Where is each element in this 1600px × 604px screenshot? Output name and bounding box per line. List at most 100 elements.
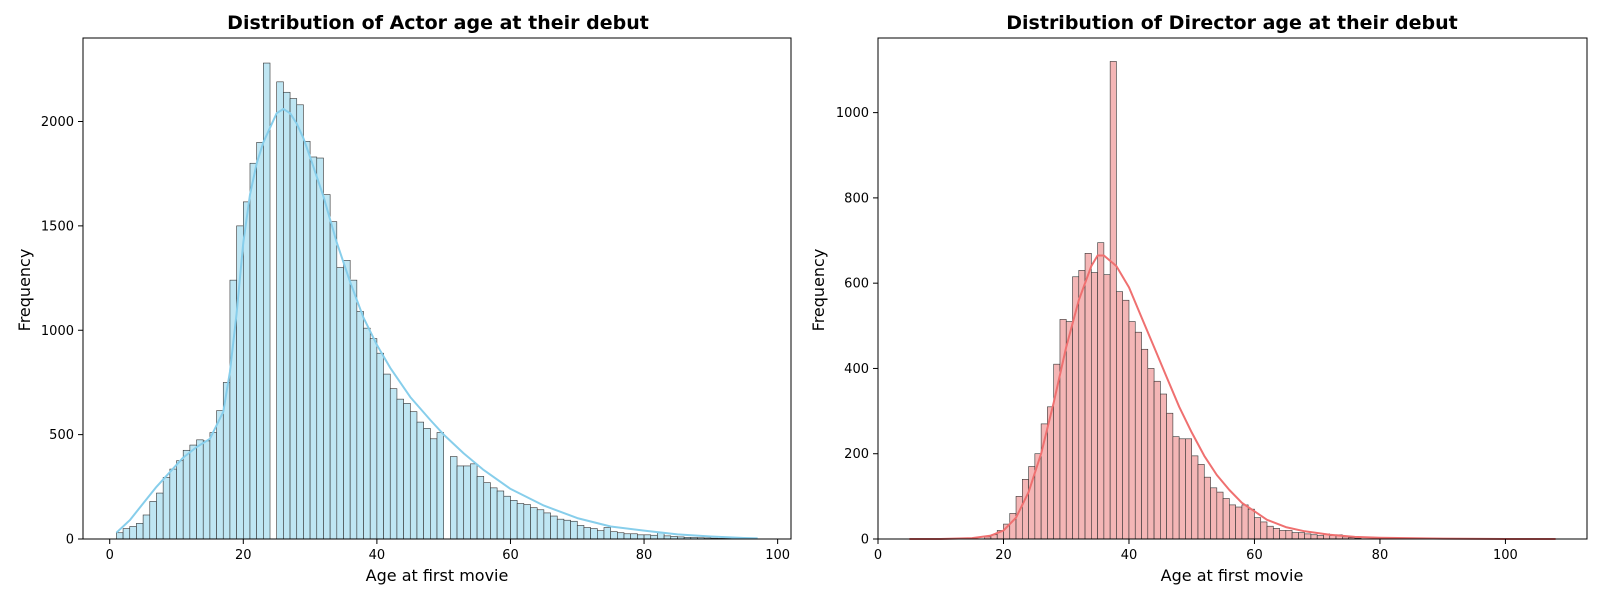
histogram-bar xyxy=(457,466,464,539)
x-axis-label: Age at first movie xyxy=(366,566,509,585)
histogram-bar xyxy=(537,510,544,539)
histogram-bar xyxy=(377,353,384,539)
histogram-bar xyxy=(1286,530,1292,539)
kde-line xyxy=(909,256,1555,540)
x-tick-label: 60 xyxy=(1246,548,1263,563)
histogram-bar xyxy=(450,457,457,539)
histogram-bar xyxy=(651,535,658,539)
histogram-bar xyxy=(183,450,190,539)
histogram-bar xyxy=(510,500,517,539)
bars-layer xyxy=(116,63,757,539)
director-age-chart: Distribution of Director age at their de… xyxy=(809,12,1587,585)
histogram-bar xyxy=(430,439,437,539)
histogram-bar xyxy=(1292,533,1298,539)
histogram-bar xyxy=(1305,534,1311,539)
histogram-bar xyxy=(1167,413,1173,539)
histogram-bar xyxy=(1280,530,1286,539)
histogram-bar xyxy=(1129,322,1135,539)
histogram-bar xyxy=(417,422,424,539)
histogram-bar xyxy=(1110,61,1116,539)
histogram-bar xyxy=(504,496,511,539)
histogram-bar xyxy=(1248,509,1254,539)
histogram-bar xyxy=(203,441,210,539)
histogram-bar xyxy=(577,525,584,539)
histogram-bar xyxy=(1073,277,1079,539)
histogram-bar xyxy=(1217,492,1223,539)
histogram-bar xyxy=(250,163,257,539)
histogram-bar xyxy=(323,195,330,539)
histogram-bar xyxy=(531,508,538,539)
x-tick-label: 40 xyxy=(1121,548,1138,563)
histogram-bar xyxy=(1160,394,1166,539)
histogram-bar xyxy=(1204,477,1210,539)
histogram-bar xyxy=(484,483,491,539)
histogram-bar xyxy=(524,505,531,539)
histogram-bar xyxy=(243,202,250,539)
histogram-bar xyxy=(470,464,477,539)
x-tick-label: 80 xyxy=(1372,548,1389,563)
histogram-bar xyxy=(631,534,638,539)
histogram-bar xyxy=(611,532,618,539)
x-tick-label: 0 xyxy=(106,548,114,563)
x-tick-label: 60 xyxy=(502,548,519,563)
histogram-bar xyxy=(330,222,337,539)
histogram-bar xyxy=(143,515,150,539)
histogram-bar xyxy=(551,516,558,539)
y-tick-label: 1000 xyxy=(41,324,74,339)
kde-layer xyxy=(909,256,1555,540)
histogram-bar xyxy=(1066,322,1072,539)
histogram-bar xyxy=(1148,368,1154,539)
histogram-bar xyxy=(1198,464,1204,539)
y-axis-label: Frequency xyxy=(809,249,828,332)
histogram-bar xyxy=(1267,526,1273,539)
histogram-bar xyxy=(177,461,184,539)
y-axis-label: Frequency xyxy=(15,249,34,332)
histogram-bar xyxy=(497,491,504,539)
histogram-bar xyxy=(1211,488,1217,539)
histogram-bar xyxy=(130,526,137,539)
y-tick-label: 800 xyxy=(844,191,869,206)
chart-title: Distribution of Actor age at their debut xyxy=(227,12,649,34)
y-tick-label: 600 xyxy=(844,277,869,292)
x-tick-label: 80 xyxy=(636,548,653,563)
x-tick-label: 100 xyxy=(765,548,790,563)
histogram-bar xyxy=(310,157,317,539)
x-axis-label: Age at first movie xyxy=(1161,566,1304,585)
histogram-bar xyxy=(1273,528,1279,539)
x-tick-label: 20 xyxy=(995,548,1012,563)
histogram-bar xyxy=(437,433,444,539)
x-tick-label: 100 xyxy=(1493,548,1518,563)
histogram-bar xyxy=(217,411,224,539)
histogram-bar xyxy=(1242,505,1248,539)
x-tick-label: 40 xyxy=(369,548,386,563)
actor-age-chart: Distribution of Actor age at their debut… xyxy=(15,12,791,585)
histogram-bar xyxy=(571,521,578,539)
histogram-bar xyxy=(197,440,204,539)
histogram-bar xyxy=(1229,505,1235,539)
histogram-bar xyxy=(210,433,217,539)
histogram-bar xyxy=(617,533,624,539)
histogram-bar xyxy=(283,92,290,539)
histogram-bar xyxy=(1185,439,1191,539)
histogram-bar xyxy=(624,534,631,539)
histogram-bar xyxy=(357,311,364,539)
histogram-bar xyxy=(1154,381,1160,539)
histogram-bar xyxy=(1135,332,1141,539)
histogram-bar xyxy=(424,428,431,539)
histogram-bar xyxy=(1022,479,1028,539)
histogram-bar xyxy=(477,476,484,539)
histogram-bar xyxy=(584,528,591,539)
histogram-bar xyxy=(1179,439,1185,539)
histogram-bar xyxy=(290,99,297,539)
y-tick-label: 1000 xyxy=(836,106,869,121)
histogram-bar xyxy=(1116,292,1122,539)
histogram-bar xyxy=(364,328,371,539)
histogram-bar xyxy=(370,339,377,539)
histogram-bar xyxy=(277,82,284,539)
y-tick-label: 200 xyxy=(844,447,869,462)
chart-title: Distribution of Director age at their de… xyxy=(1006,12,1457,34)
histogram-bar xyxy=(297,105,304,539)
histogram-bar xyxy=(464,466,471,539)
histogram-bar xyxy=(591,529,598,539)
